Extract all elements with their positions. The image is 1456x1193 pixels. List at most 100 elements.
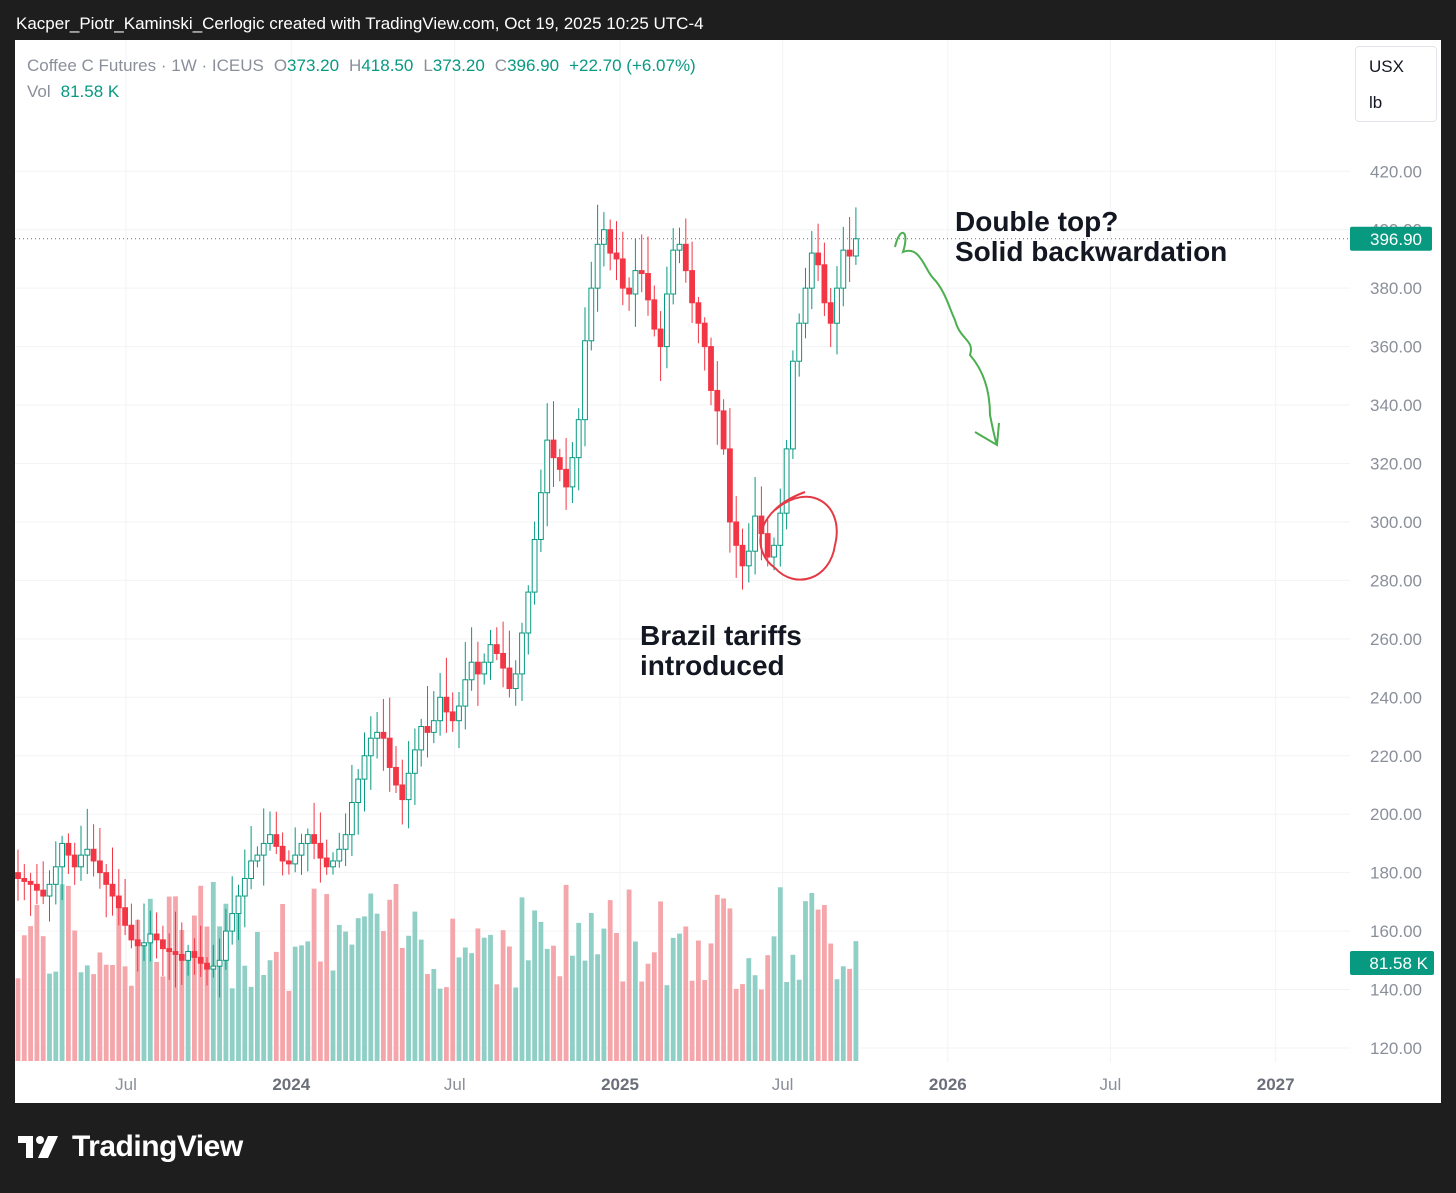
candle-body[interactable] (651, 299, 658, 330)
candle-body[interactable] (298, 842, 305, 856)
volume-bar[interactable] (809, 893, 815, 1061)
candle-body[interactable] (78, 854, 84, 868)
volume-bar[interactable] (683, 926, 689, 1061)
volume-bar[interactable] (381, 931, 386, 1061)
candle-body[interactable] (286, 860, 292, 865)
candle-body[interactable] (827, 302, 834, 324)
candle-body[interactable] (210, 965, 217, 970)
candle-body[interactable] (796, 322, 803, 362)
candle-body[interactable] (273, 834, 280, 847)
candle-body[interactable] (670, 249, 677, 295)
candle-body[interactable] (727, 448, 733, 523)
volume-bar[interactable] (614, 933, 619, 1061)
volume-bar[interactable] (311, 888, 317, 1061)
volume-bar[interactable] (147, 898, 153, 1061)
candle-body[interactable] (109, 883, 116, 897)
candle-body[interactable] (468, 661, 475, 681)
candle-body[interactable] (342, 834, 349, 850)
candle-body[interactable] (235, 895, 242, 915)
volume-bar[interactable] (374, 913, 380, 1061)
volume-bar[interactable] (318, 961, 323, 1061)
candle-body[interactable] (172, 951, 179, 955)
candle-body[interactable] (449, 711, 456, 722)
candle-body[interactable] (90, 848, 97, 862)
volume-bar[interactable] (444, 987, 449, 1061)
volume-bar[interactable] (349, 944, 355, 1061)
candle-body[interactable] (840, 249, 847, 289)
measure-unit[interactable]: lb (1369, 93, 1383, 112)
candle-body[interactable] (519, 632, 525, 675)
candle-body[interactable] (197, 956, 204, 964)
volume-bar[interactable] (204, 926, 210, 1061)
candle-body[interactable] (330, 860, 336, 868)
volume-bar[interactable] (91, 974, 96, 1061)
candle-body[interactable] (695, 302, 702, 324)
volume-bar[interactable] (450, 918, 456, 1061)
volume-bar[interactable] (399, 947, 405, 1061)
volume-bar[interactable] (803, 901, 808, 1061)
candle-body[interactable] (481, 661, 488, 675)
candle-body[interactable] (745, 550, 752, 567)
volume-bar[interactable] (286, 990, 292, 1061)
volume-bar[interactable] (601, 928, 607, 1061)
candle-body[interactable] (720, 410, 727, 450)
candle-body[interactable] (538, 492, 544, 540)
candle-body[interactable] (733, 521, 740, 546)
candle-body[interactable] (506, 667, 513, 690)
candle-body[interactable] (374, 731, 381, 739)
volume-bar[interactable] (733, 988, 739, 1061)
candle-body[interactable] (166, 948, 173, 953)
volume-bar[interactable] (40, 936, 46, 1061)
candle-body[interactable] (160, 939, 166, 950)
volume-bar[interactable] (387, 899, 393, 1061)
volume-bar[interactable] (34, 905, 40, 1061)
currency-unit[interactable]: USX (1369, 57, 1404, 76)
volume-bar[interactable] (273, 951, 279, 1061)
candle-body[interactable] (128, 924, 135, 941)
volume-bar[interactable] (519, 897, 525, 1061)
volume-bar[interactable] (21, 935, 27, 1061)
volume-bar[interactable] (47, 973, 52, 1061)
volume-bar[interactable] (595, 954, 600, 1061)
volume-bar[interactable] (771, 936, 777, 1061)
candle-body[interactable] (550, 439, 557, 459)
candle-body[interactable] (355, 778, 362, 804)
candle-body[interactable] (65, 842, 72, 856)
volume-bar[interactable] (129, 985, 134, 1061)
volume-bar[interactable] (525, 960, 531, 1061)
volume-bar[interactable] (488, 934, 493, 1061)
candle-body[interactable] (34, 883, 40, 891)
volume-bar[interactable] (280, 904, 285, 1061)
candle-body[interactable] (27, 880, 34, 885)
volume-bar[interactable] (229, 988, 235, 1061)
chart-panel[interactable]: 420.00400.00380.00360.00340.00320.00300.… (15, 40, 1441, 1103)
volume-bar[interactable] (759, 989, 764, 1061)
volume-bar[interactable] (500, 930, 506, 1061)
volume-bar[interactable] (664, 985, 670, 1061)
candle-body[interactable] (267, 834, 273, 844)
candle-body[interactable] (689, 270, 696, 304)
volume-bar[interactable] (790, 954, 796, 1061)
candle-body[interactable] (134, 939, 141, 947)
candle-body[interactable] (292, 854, 299, 865)
candle-body[interactable] (708, 346, 714, 391)
volume-bar[interactable] (53, 971, 59, 1061)
volume-bar[interactable] (261, 974, 267, 1061)
candle-body[interactable] (487, 644, 494, 663)
volume-bar[interactable] (122, 966, 128, 1061)
candle-body[interactable] (777, 512, 784, 546)
volume-bar[interactable] (563, 884, 569, 1061)
volume-bar[interactable] (639, 981, 645, 1061)
candle-body[interactable] (531, 538, 538, 593)
candle-body[interactable] (846, 249, 853, 257)
candle-body[interactable] (783, 448, 790, 514)
candle-body[interactable] (563, 468, 570, 488)
candle-body[interactable] (582, 340, 588, 421)
candle-body[interactable] (361, 755, 368, 780)
candle-body[interactable] (349, 802, 355, 836)
volume-bar[interactable] (393, 883, 399, 1061)
candle-body[interactable] (853, 238, 859, 257)
volume-bar[interactable] (299, 945, 304, 1061)
volume-bar[interactable] (576, 922, 582, 1061)
volume-bar[interactable] (840, 966, 846, 1061)
